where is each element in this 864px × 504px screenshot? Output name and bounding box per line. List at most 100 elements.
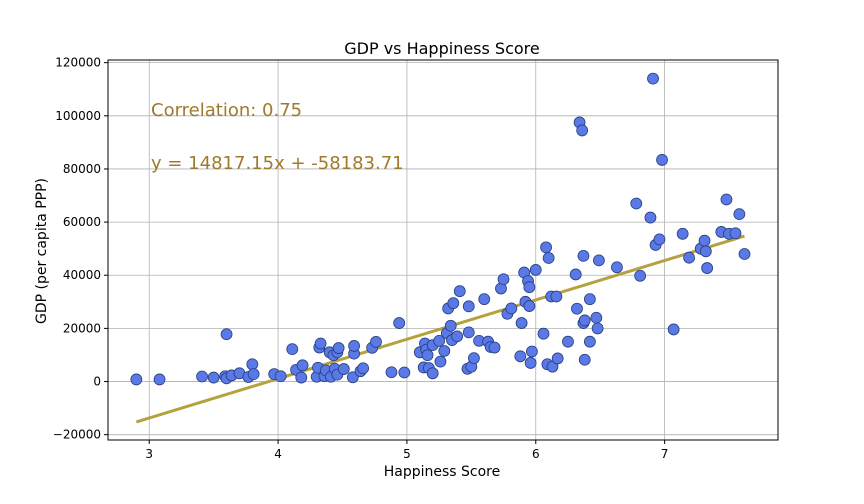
- data-point: [683, 251, 695, 264]
- data-point: [247, 368, 260, 380]
- data-point: [468, 352, 480, 365]
- data-point: [453, 285, 466, 298]
- data-point: [733, 208, 746, 221]
- y-axis-label: GDP (per capita PPP): [34, 178, 50, 324]
- data-point: [591, 322, 604, 335]
- data-point: [286, 343, 299, 356]
- data-point: [577, 249, 590, 262]
- data-point: [630, 197, 643, 210]
- data-point: [207, 371, 220, 384]
- data-points: [130, 72, 751, 386]
- data-point: [246, 358, 259, 371]
- data-point: [497, 273, 510, 286]
- data-point: [337, 363, 350, 375]
- axis-ticks: 3 4 5 6 7 −20000 0 20000 40000 60000 80000 100000 12…: [53, 56, 669, 461]
- data-point: [540, 241, 552, 254]
- regression-line: [135, 234, 745, 424]
- data-point: [523, 281, 536, 294]
- data-point: [515, 317, 528, 329]
- data-point: [523, 300, 536, 312]
- y-tick-label: 20000: [63, 321, 101, 335]
- data-point: [295, 371, 308, 384]
- data-point: [370, 336, 382, 348]
- data-point: [488, 341, 501, 354]
- x-tick-label: 5: [403, 447, 411, 461]
- data-point: [438, 345, 451, 357]
- data-point: [505, 302, 518, 315]
- data-point: [569, 268, 582, 281]
- data-point: [701, 262, 714, 274]
- y-tick-label: 100000: [55, 109, 101, 123]
- data-point: [593, 254, 605, 267]
- data-point: [478, 293, 491, 306]
- data-point: [314, 337, 327, 350]
- data-point: [357, 362, 370, 375]
- x-tick-label: 7: [661, 447, 669, 461]
- data-point: [550, 290, 563, 303]
- data-point: [130, 373, 143, 386]
- data-point: [576, 124, 589, 137]
- data-point: [578, 314, 591, 327]
- data-point: [590, 311, 603, 324]
- chart-title: GDP vs Happiness Score: [344, 39, 540, 58]
- data-point: [393, 317, 406, 329]
- data-point: [348, 340, 360, 352]
- data-point: [529, 264, 542, 276]
- data-point: [571, 302, 583, 315]
- data-point: [451, 330, 464, 343]
- data-point: [524, 357, 537, 369]
- data-point: [398, 366, 411, 379]
- data-point: [426, 367, 439, 380]
- regression-line-group: [135, 234, 745, 424]
- data-point: [729, 227, 742, 240]
- data-point: [647, 72, 659, 85]
- data-point: [562, 335, 574, 348]
- data-point: [578, 353, 591, 366]
- x-tick-label: 4: [274, 447, 282, 461]
- data-point: [667, 323, 680, 336]
- data-point: [220, 328, 233, 341]
- data-point: [634, 269, 647, 282]
- data-point: [514, 350, 527, 363]
- data-point: [656, 154, 668, 166]
- data-point: [699, 245, 712, 258]
- y-tick-label: 40000: [63, 268, 101, 282]
- data-point: [196, 370, 208, 383]
- data-point: [444, 319, 457, 332]
- data-point: [611, 261, 623, 274]
- data-point: [551, 352, 564, 365]
- y-tick-label: 60000: [63, 215, 101, 229]
- correlation-annotation: Correlation: 0.75: [151, 100, 302, 121]
- data-point: [653, 233, 666, 246]
- data-point: [462, 326, 475, 339]
- data-point: [462, 300, 475, 313]
- y-tick-label: 80000: [63, 162, 101, 176]
- data-point: [421, 349, 434, 362]
- data-point: [720, 193, 733, 206]
- data-point: [447, 297, 460, 310]
- data-point: [433, 334, 446, 347]
- data-point: [698, 234, 711, 247]
- data-point: [676, 227, 689, 240]
- grid: [108, 60, 778, 440]
- data-point: [346, 371, 359, 384]
- y-tick-label: 120000: [55, 56, 101, 70]
- data-point: [542, 252, 555, 264]
- data-point: [153, 373, 166, 386]
- x-tick-label: 3: [145, 447, 153, 461]
- data-point: [738, 248, 751, 260]
- y-tick-label: 0: [93, 375, 101, 389]
- data-point: [644, 211, 657, 224]
- data-point: [385, 366, 398, 379]
- y-tick-label: −20000: [53, 428, 101, 442]
- data-point: [583, 293, 596, 306]
- data-point: [526, 345, 538, 358]
- data-point: [583, 335, 596, 348]
- data-point: [296, 359, 309, 372]
- data-point: [434, 355, 447, 368]
- x-axis-label: Happiness Score: [384, 464, 501, 480]
- data-point: [274, 370, 287, 383]
- plot-frame: [107, 59, 779, 441]
- data-point: [537, 327, 550, 340]
